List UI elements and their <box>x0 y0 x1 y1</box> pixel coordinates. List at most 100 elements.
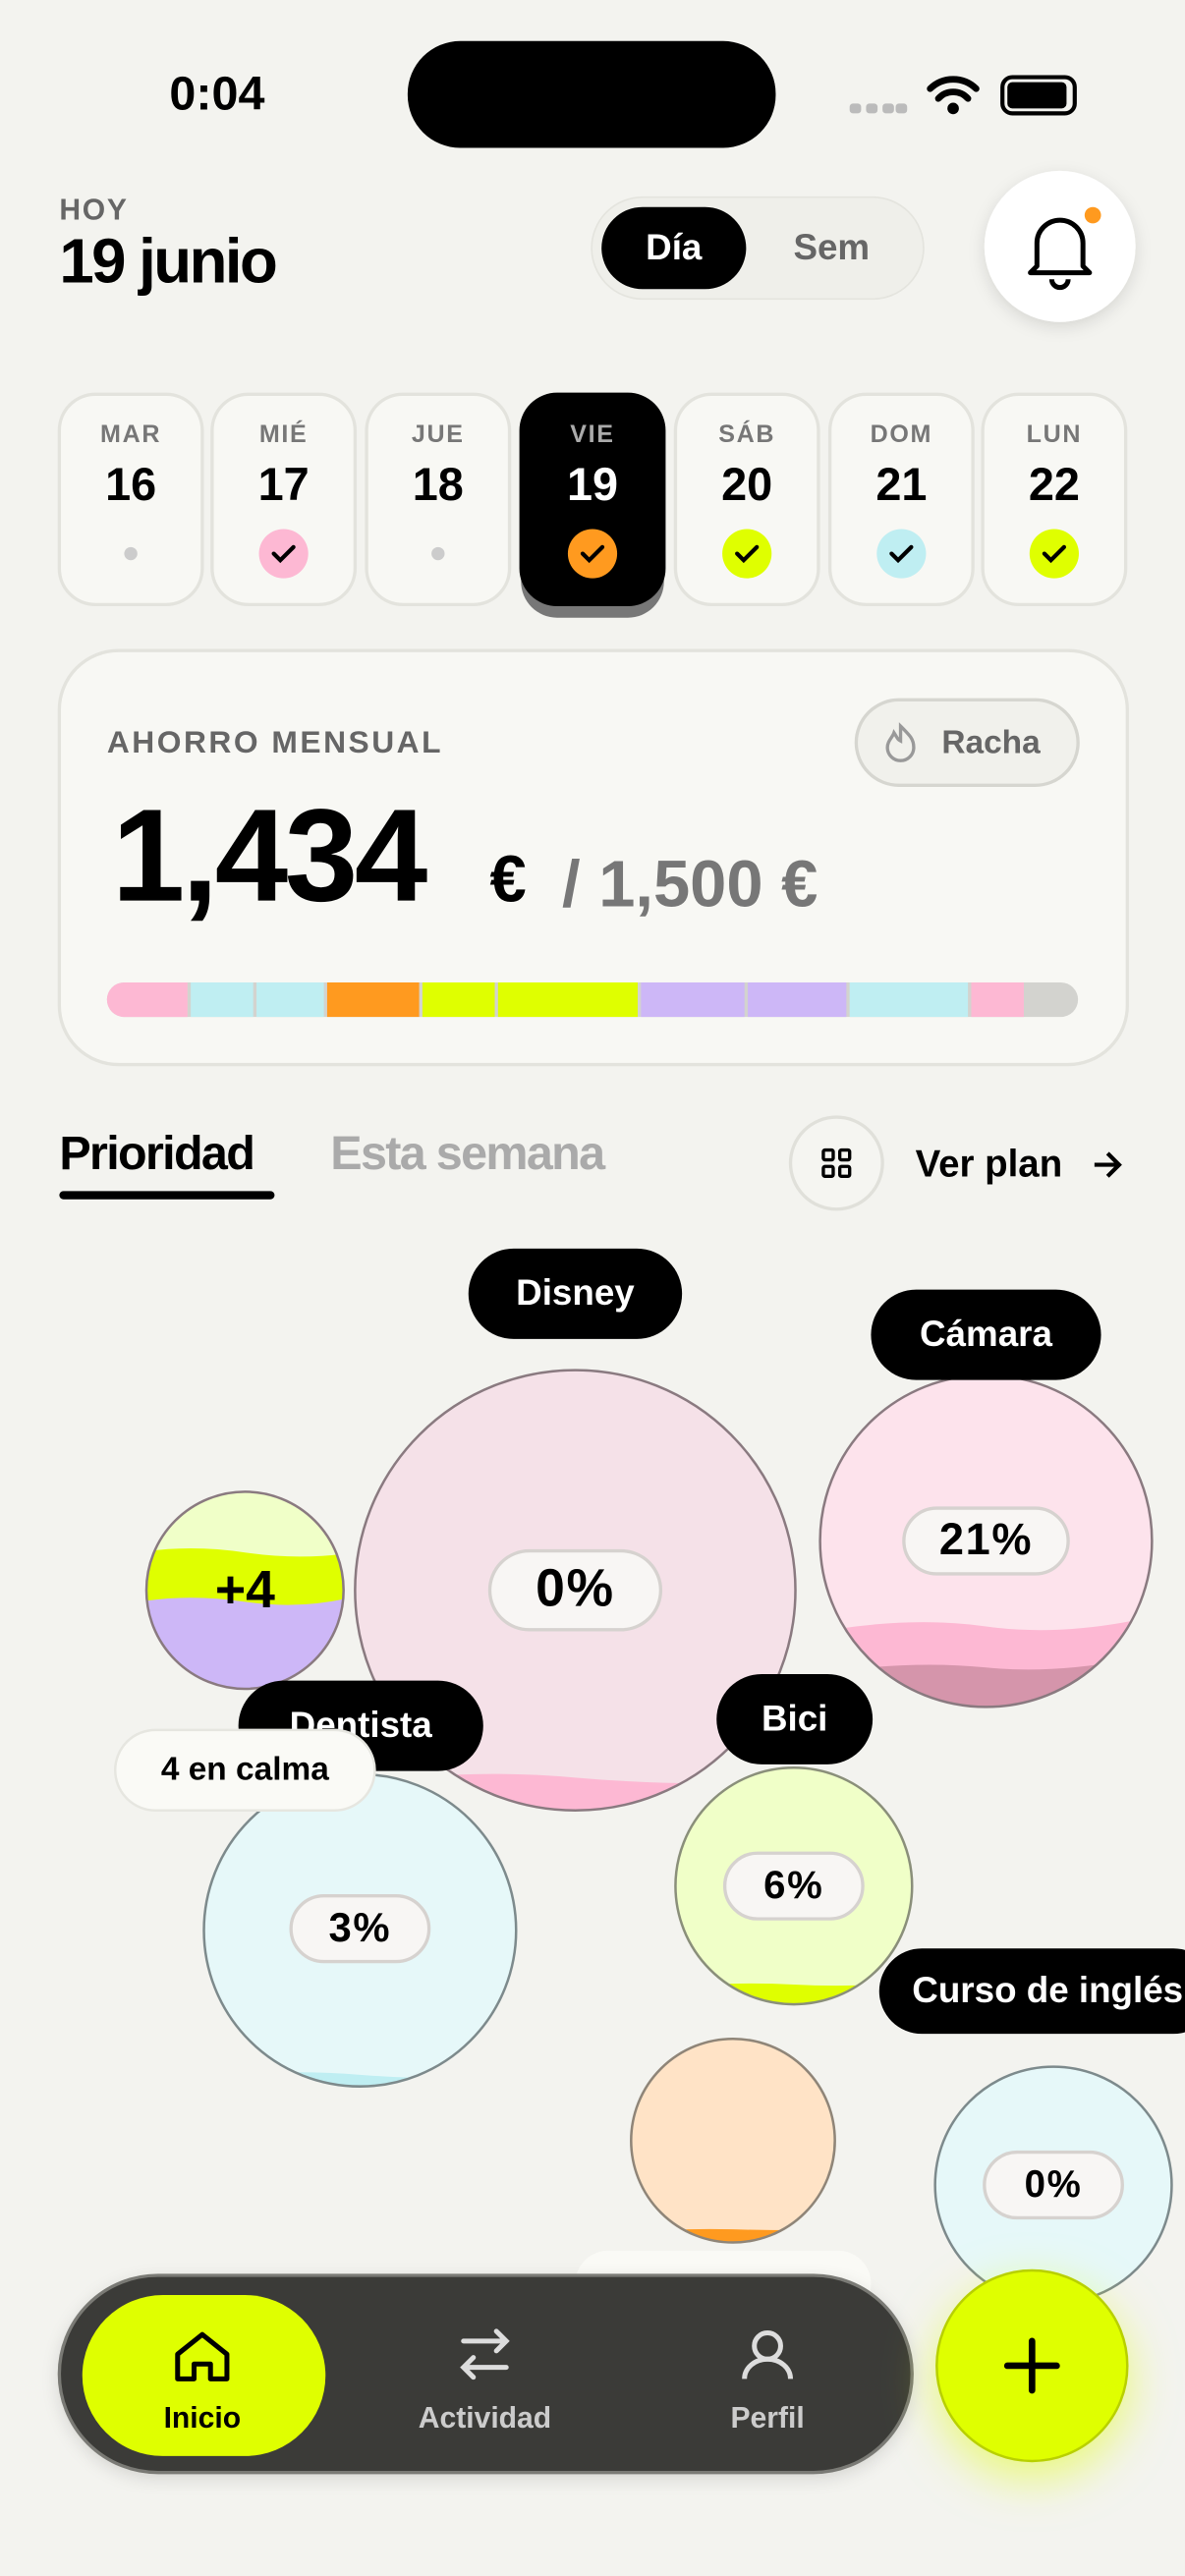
week-strip: MAR 16 MIÉ 17 JUE 18 VIE 19 SÁB 20 DOM 21 LUN 22 <box>57 392 1128 618</box>
streak-label[interactable]: Racha <box>941 724 1041 760</box>
savings-progress <box>106 981 1079 1018</box>
day-check <box>889 544 914 564</box>
bubble-percent-pill <box>289 1894 431 1964</box>
bubble-name-pill[interactable] <box>878 1948 1185 2035</box>
day-card-bg[interactable] <box>519 392 666 607</box>
day-card[interactable]: VIE 19 <box>519 392 666 618</box>
day-card-bg[interactable] <box>210 392 358 607</box>
arrow-icon <box>1094 1151 1122 1178</box>
streak-badge[interactable] <box>854 698 1080 787</box>
day-check-bg <box>567 529 618 579</box>
notification-dot <box>1084 206 1101 224</box>
flame-icon <box>885 722 916 762</box>
calm-label[interactable]: 4 en calma <box>161 1751 329 1787</box>
wifi-icon <box>927 76 980 102</box>
bubble-name-pill[interactable] <box>468 1248 683 1339</box>
nav-profile[interactable]: Perfil <box>730 2402 804 2435</box>
day-name[interactable]: DOM <box>871 420 933 448</box>
bubble-name[interactable]: Curso de inglés <box>912 1970 1183 2010</box>
dynamic-island <box>407 40 776 148</box>
day-card[interactable]: SÁB 20 <box>673 392 820 607</box>
bubble-more-label[interactable]: +4 <box>215 1561 275 1619</box>
day-number[interactable]: 17 <box>258 459 310 510</box>
notifications-button[interactable] <box>984 170 1136 322</box>
bubble-percent: 3% <box>329 1904 392 1950</box>
day-name[interactable]: MAR <box>100 420 161 448</box>
day-number[interactable]: 22 <box>1029 459 1080 510</box>
battery-level <box>1007 82 1067 109</box>
day-card[interactable]: MIÉ 17 <box>210 392 358 607</box>
plan-link[interactable]: Ver plan <box>916 1143 1063 1185</box>
day-check <box>271 544 296 564</box>
day-check <box>735 544 760 564</box>
day-check <box>580 544 605 564</box>
day-card-bg[interactable] <box>365 392 512 607</box>
day-name[interactable]: VIE <box>570 420 614 448</box>
battery <box>1000 75 1077 116</box>
day-check-bg <box>1029 529 1079 579</box>
nav-activity[interactable]: Actividad <box>419 2402 551 2435</box>
nav-home-active[interactable] <box>82 2295 326 2456</box>
status-time: 0:04 <box>169 67 264 120</box>
day-number[interactable]: 16 <box>105 459 156 510</box>
day-card[interactable]: MAR 16 <box>57 392 204 607</box>
toggle-week-label[interactable]: Sem <box>793 227 870 267</box>
day-name[interactable]: MIÉ <box>259 420 309 448</box>
bubble-percent-pill <box>902 1506 1070 1576</box>
day-name[interactable]: SÁB <box>718 420 775 448</box>
bubble-percent-pill <box>983 2150 1124 2220</box>
bubble-name[interactable]: Bici <box>762 1698 827 1738</box>
day-card[interactable]: LUN 22 <box>981 392 1128 607</box>
bubble-percent-pill <box>487 1548 663 1632</box>
day-card[interactable]: DOM 21 <box>827 392 975 607</box>
grid-button[interactable] <box>788 1115 884 1211</box>
day-card[interactable]: JUE 18 <box>365 392 512 607</box>
toggle-day[interactable] <box>601 206 747 290</box>
day-card-bg[interactable] <box>673 392 820 607</box>
profile-body <box>742 2356 794 2380</box>
toggle-day-label[interactable]: Día <box>646 227 703 267</box>
grid-icon <box>821 1148 852 1178</box>
day-check <box>1042 544 1067 564</box>
bubble-name-pill[interactable] <box>716 1673 874 1764</box>
bubble-percent: 0% <box>1025 2163 1083 2206</box>
day-number[interactable]: 20 <box>721 459 772 510</box>
tab-underline <box>59 1191 275 1200</box>
day-number[interactable]: 19 <box>567 459 618 510</box>
day-card-bg[interactable] <box>981 392 1128 607</box>
calm-pill[interactable] <box>113 1728 376 1813</box>
day-card-bg[interactable] <box>827 392 975 607</box>
day-dot <box>431 546 445 561</box>
savings-currency: € <box>489 842 526 916</box>
header-label: HOY <box>59 195 128 227</box>
day-card-bg[interactable] <box>57 392 204 607</box>
day-number[interactable]: 18 <box>413 459 464 510</box>
day-name[interactable]: JUE <box>412 420 465 448</box>
day-check-bg <box>722 529 772 579</box>
signal-icon <box>849 103 908 114</box>
home-icon <box>175 2331 230 2381</box>
bell-icon <box>1028 217 1093 291</box>
nav-home[interactable]: Inicio <box>164 2402 242 2435</box>
wifi-dot <box>947 102 959 115</box>
savings-label: AHORRO MENSUAL <box>107 724 443 759</box>
tab-week[interactable]: Esta semana <box>330 1127 607 1180</box>
header-date: 19 junio <box>59 227 276 297</box>
day-check-bg <box>258 529 309 579</box>
day-dot <box>124 546 138 561</box>
bubble-name[interactable]: Cámara <box>920 1314 1052 1354</box>
bubble-name[interactable]: Disney <box>516 1272 635 1313</box>
day-check-bg <box>876 529 927 579</box>
day-name[interactable]: LUN <box>1027 420 1083 448</box>
bubble-percent: 6% <box>763 1863 823 1907</box>
bubble-name-pill[interactable] <box>871 1289 1101 1380</box>
bubble-percent-pill <box>722 1851 865 1921</box>
tab-priority[interactable]: Prioridad <box>59 1127 254 1180</box>
day-number[interactable]: 21 <box>875 459 927 510</box>
activity-icon <box>460 2328 510 2380</box>
savings-target: / 1,500 € <box>562 847 818 921</box>
savings-amount: 1,434 <box>112 783 427 929</box>
